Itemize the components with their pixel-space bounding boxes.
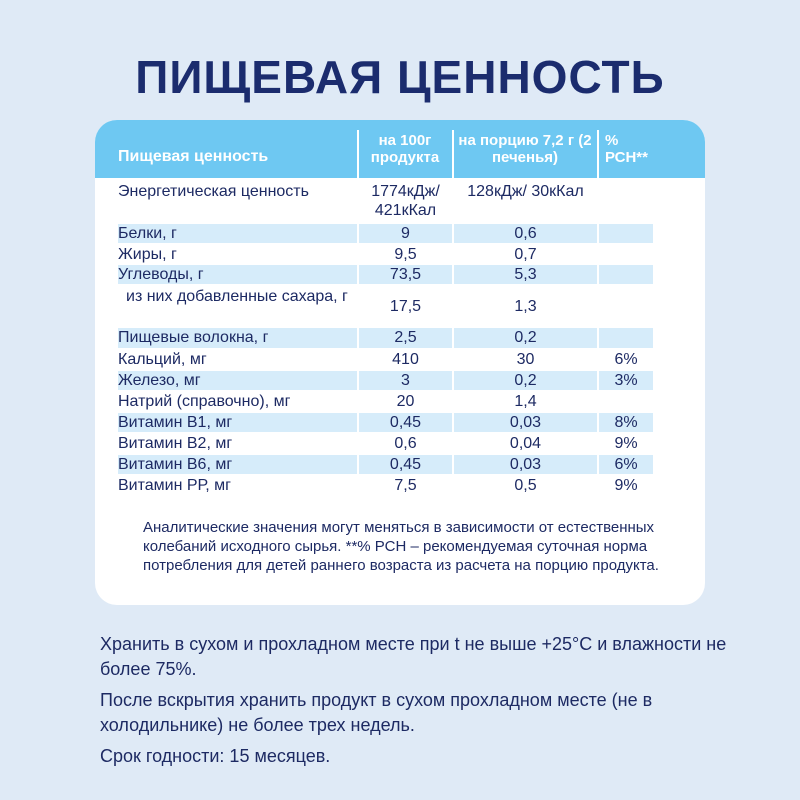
table-row: из них добавленные сахара, г 17,5 1,3 [118,287,653,327]
header-rsn: % РСН** [605,132,648,166]
portion-value: 1,3 [514,298,537,315]
page-title: ПИЩЕВАЯ ЦЕННОСТЬ [135,51,665,103]
nutrient-name: Витамин В1, мг [118,413,357,432]
portion-value: 128кДж/ 30кКал [467,183,584,200]
table-row: Витамин В6, мг 0,45 0,03 6% [118,455,653,474]
table-row: Кальций, мг 410 30 6% [118,350,653,369]
nutrition-card: Пищевая ценность на 100г продукта на пор… [95,120,705,605]
header-portion: на порцию 7,2 г (2 печенья) [458,132,592,166]
per100-value: 9 [359,224,452,243]
portion-value: 30 [516,351,535,368]
table-row: Витамин В2, мг 0,6 0,04 9% [118,434,653,453]
nutrient-name: Жиры, г [118,246,177,263]
rsn-value [599,287,653,327]
header-per100: на 100г продукта [370,132,440,166]
rsn-value: 6% [614,351,638,368]
rsn-value [599,392,653,411]
portion-value: 0,5 [514,477,537,494]
rsn-value [599,328,653,348]
nutrient-name: Витамин В2, мг [118,435,233,452]
footnote: Аналитические значения могут меняться в … [143,519,659,574]
nutrient-name: Белки, г [118,224,357,243]
per100-value: 17,5 [389,298,422,315]
table-header: Пищевая ценность на 100г продукта на пор… [95,120,705,178]
rsn-value: 3% [599,371,653,390]
nutrient-name: Пищевые волокна, г [118,328,357,348]
table-row: Белки, г 9 0,6 [118,224,653,243]
storage-info: Хранить в сухом и прохладном месте при t… [100,632,740,775]
table-row: Витамин РР, мг 7,5 0,5 9% [118,476,653,495]
per100-value: 3 [359,371,452,390]
portion-value: 5,3 [454,265,597,284]
per100-value: 0,45 [359,455,452,474]
storage-line: Хранить в сухом и прохладном месте при t… [100,634,727,679]
portion-value: 0,03 [454,413,597,432]
per100-value: 2,5 [359,328,452,348]
nutrient-name: Витамин В6, мг [118,455,357,474]
portion-value: 0,6 [454,224,597,243]
nutrient-name: Углеводы, г [118,265,357,284]
per100-value: 1774кДж/ 421кКал [371,183,440,219]
table-row: Железо, мг 3 0,2 3% [118,371,653,390]
portion-value: 0,03 [454,455,597,474]
portion-value: 0,2 [454,328,597,348]
nutrient-name: Витамин РР, мг [118,477,231,494]
portion-value: 0,04 [509,435,542,452]
table-row: Жиры, г 9,5 0,7 [118,245,653,264]
portion-value: 0,7 [514,246,537,263]
rsn-value [599,245,653,264]
nutrient-name: Энергетическая ценность [118,183,309,200]
per100-value: 7,5 [394,477,417,494]
storage-line: После вскрытия хранить продукт в сухом п… [100,690,653,735]
per100-value: 20 [396,393,415,410]
nutrient-name: Натрий (справочно), мг [118,393,291,410]
rsn-value: 6% [599,455,653,474]
per100-value: 73,5 [359,265,452,284]
table-row: Энергетическая ценность 1774кДж/ 421кКал… [118,182,653,222]
per100-value: 0,6 [394,435,417,452]
shelf-life: Срок годности: 15 месяцев. [100,746,331,766]
rsn-value: 9% [614,435,638,452]
portion-value: 0,2 [454,371,597,390]
per100-value: 9,5 [394,246,417,263]
header-name: Пищевая ценность [118,148,269,165]
rsn-value [599,265,653,284]
table-row: Углеводы, г 73,5 5,3 [118,265,653,284]
portion-value: 1,4 [514,393,537,410]
rsn-value [599,224,653,243]
rsn-value: 9% [614,477,638,494]
nutrient-name: Кальций, мг [118,351,207,368]
rsn-value: 8% [599,413,653,432]
rsn-value [599,182,653,222]
nutrient-name: из них добавленные сахара, г [126,288,348,305]
table-row: Натрий (справочно), мг 20 1,4 [118,392,653,411]
table-row: Пищевые волокна, г 2,5 0,2 [118,328,653,348]
per100-value: 410 [392,351,419,368]
table-row: Витамин В1, мг 0,45 0,03 8% [118,413,653,432]
nutrient-name: Железо, мг [118,371,357,390]
per100-value: 0,45 [359,413,452,432]
